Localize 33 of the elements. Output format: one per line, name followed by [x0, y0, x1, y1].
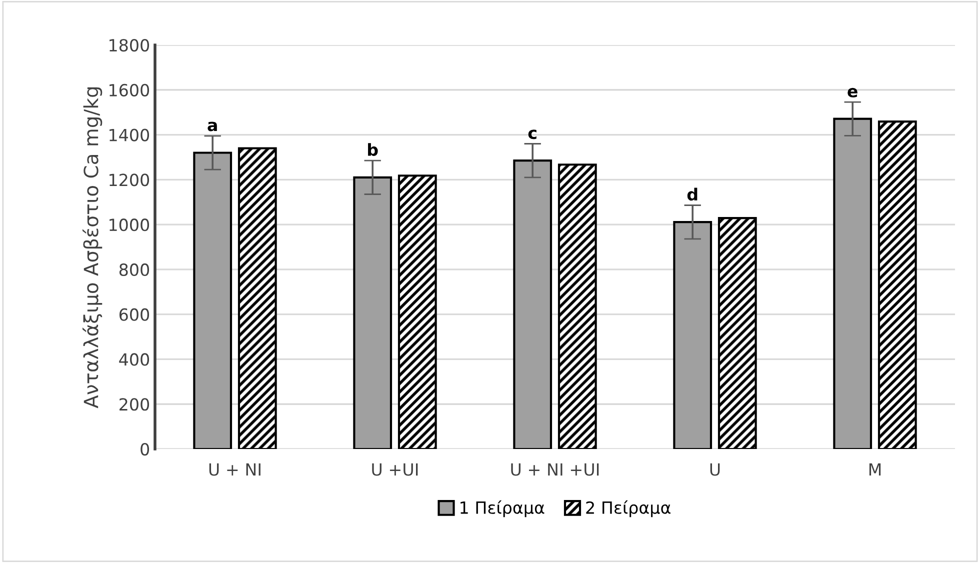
y-tick-label: 1400 [110, 128, 150, 142]
y-tick-label: 400 [119, 353, 150, 366]
x-tick-label: U + NI +UI [511, 463, 599, 476]
bar [353, 176, 392, 449]
x-tick-label: U + NI [209, 463, 260, 476]
legend-label: 2 Πείραμα [586, 500, 670, 518]
annotation: c [528, 130, 536, 140]
legend-label: 1 Πείραμα [460, 500, 544, 518]
bar [673, 221, 712, 449]
bar [513, 160, 552, 449]
annotation: b [368, 143, 378, 156]
x-tick-label: M [869, 463, 881, 476]
bar [833, 118, 872, 449]
y-tick-label: 1600 [110, 84, 150, 96]
bar [238, 147, 277, 449]
y-tick-label: 0 [140, 442, 150, 456]
bar [878, 120, 917, 449]
bar [193, 152, 232, 449]
bar [718, 217, 757, 449]
bar [398, 174, 437, 449]
annotation: d [687, 188, 698, 201]
annotation: e [848, 88, 858, 98]
y-tick-label: 600 [119, 308, 150, 321]
x-tick-label: U +UI [372, 463, 418, 476]
y-tick-label: 800 [119, 263, 150, 276]
x-tick-label: U [710, 463, 720, 476]
y-tick-label: 1800 [110, 38, 150, 52]
y-axis-title: Ανταλλάξιμο Ασβέστιο Ca mg/kg [82, 87, 102, 408]
y-tick-label: 200 [120, 398, 150, 411]
bar [558, 164, 597, 449]
y-tick-label: 1000 [110, 218, 150, 232]
annotation: a [208, 122, 217, 132]
y-tick-label: 1200 [110, 174, 150, 186]
